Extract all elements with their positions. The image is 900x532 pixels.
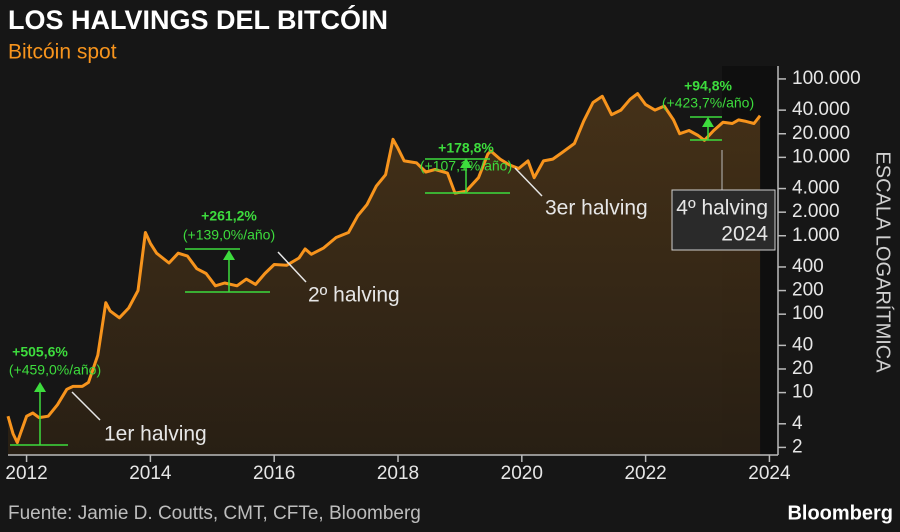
next-halving-year: 2024: [721, 223, 768, 246]
y-tick-label: 100.000: [792, 68, 861, 89]
gain-annual: (+139,0%/año): [183, 227, 275, 243]
y-tick-label: 40: [792, 334, 813, 355]
x-tick-label: 2014: [129, 463, 172, 484]
next-halving-label: 4º halving: [676, 197, 768, 220]
gain-total: +178,8%: [438, 140, 494, 156]
price-line: [6, 92, 762, 445]
x-tick-label: 2024: [748, 463, 791, 484]
y-tick-label: 2.000: [792, 201, 840, 222]
pointer-line: [277, 251, 307, 283]
x-tick-label: 2012: [5, 463, 47, 484]
chart-title: LOS HALVINGS DEL BITCÓIN: [8, 4, 388, 35]
y-axis-title: ESCALA LOGARÍTMICA: [872, 151, 895, 373]
x-tick-label: 2022: [624, 463, 666, 484]
gain-total: +505,6%: [12, 344, 68, 360]
next-halving-box: [671, 189, 776, 251]
halving-label: 2º halving: [308, 284, 400, 307]
x-tick-label: 2016: [253, 463, 295, 484]
plot-area: [6, 92, 762, 455]
y-tick-label: 20.000: [792, 123, 850, 144]
y-tick-label: 200: [792, 280, 824, 301]
chart-subtitle: Bitcóin spot: [8, 41, 117, 64]
y-tick-label: 10: [792, 382, 813, 403]
pointer-line: [514, 167, 543, 197]
y-tick-label: 20: [792, 358, 813, 379]
y-tick-label: 10.000: [792, 146, 850, 167]
gain-annual: (+423,7%/año): [662, 95, 754, 111]
gain-total: +261,2%: [201, 208, 257, 224]
pointer-line: [71, 391, 101, 421]
arrow-head: [223, 250, 235, 260]
brand: Bloomberg: [787, 502, 893, 524]
x-tick-label: 2018: [377, 463, 419, 484]
gain-annotation: +261,2% (+139,0%/año): [183, 208, 275, 293]
y-tick-label: 100: [792, 303, 824, 324]
y-tick-label: 400: [792, 256, 824, 277]
y-tick-label: 4.000: [792, 178, 840, 199]
gain-annual: (+459,0%/año): [9, 362, 101, 378]
area: [8, 93, 761, 455]
arrow-head: [702, 117, 714, 127]
x-tick-label: 2020: [501, 463, 543, 484]
gain-annotation: +94,8% (+423,7%/año): [662, 78, 754, 141]
y-tick-label: 4: [792, 413, 803, 434]
halving-label: 1er halving: [104, 423, 207, 446]
arrow-head: [460, 158, 472, 168]
arrow-head: [34, 382, 46, 392]
gain-total: +94,8%: [684, 78, 732, 94]
y-tick-label: 2: [792, 436, 803, 457]
gain-annotation: +505,6% (+459,0%/año): [9, 344, 101, 446]
y-tick-label: 1.000: [792, 225, 840, 246]
gain-annotation: +178,8% (+107,1%/año): [420, 140, 512, 194]
halving-label: 3er halving: [545, 197, 648, 220]
y-tick-label: 40.000: [792, 99, 850, 120]
gain-annual: (+107,1%/año): [420, 158, 512, 174]
source: Fuente: Jamie D. Coutts, CMT, CFTe, Bloo…: [8, 503, 421, 524]
